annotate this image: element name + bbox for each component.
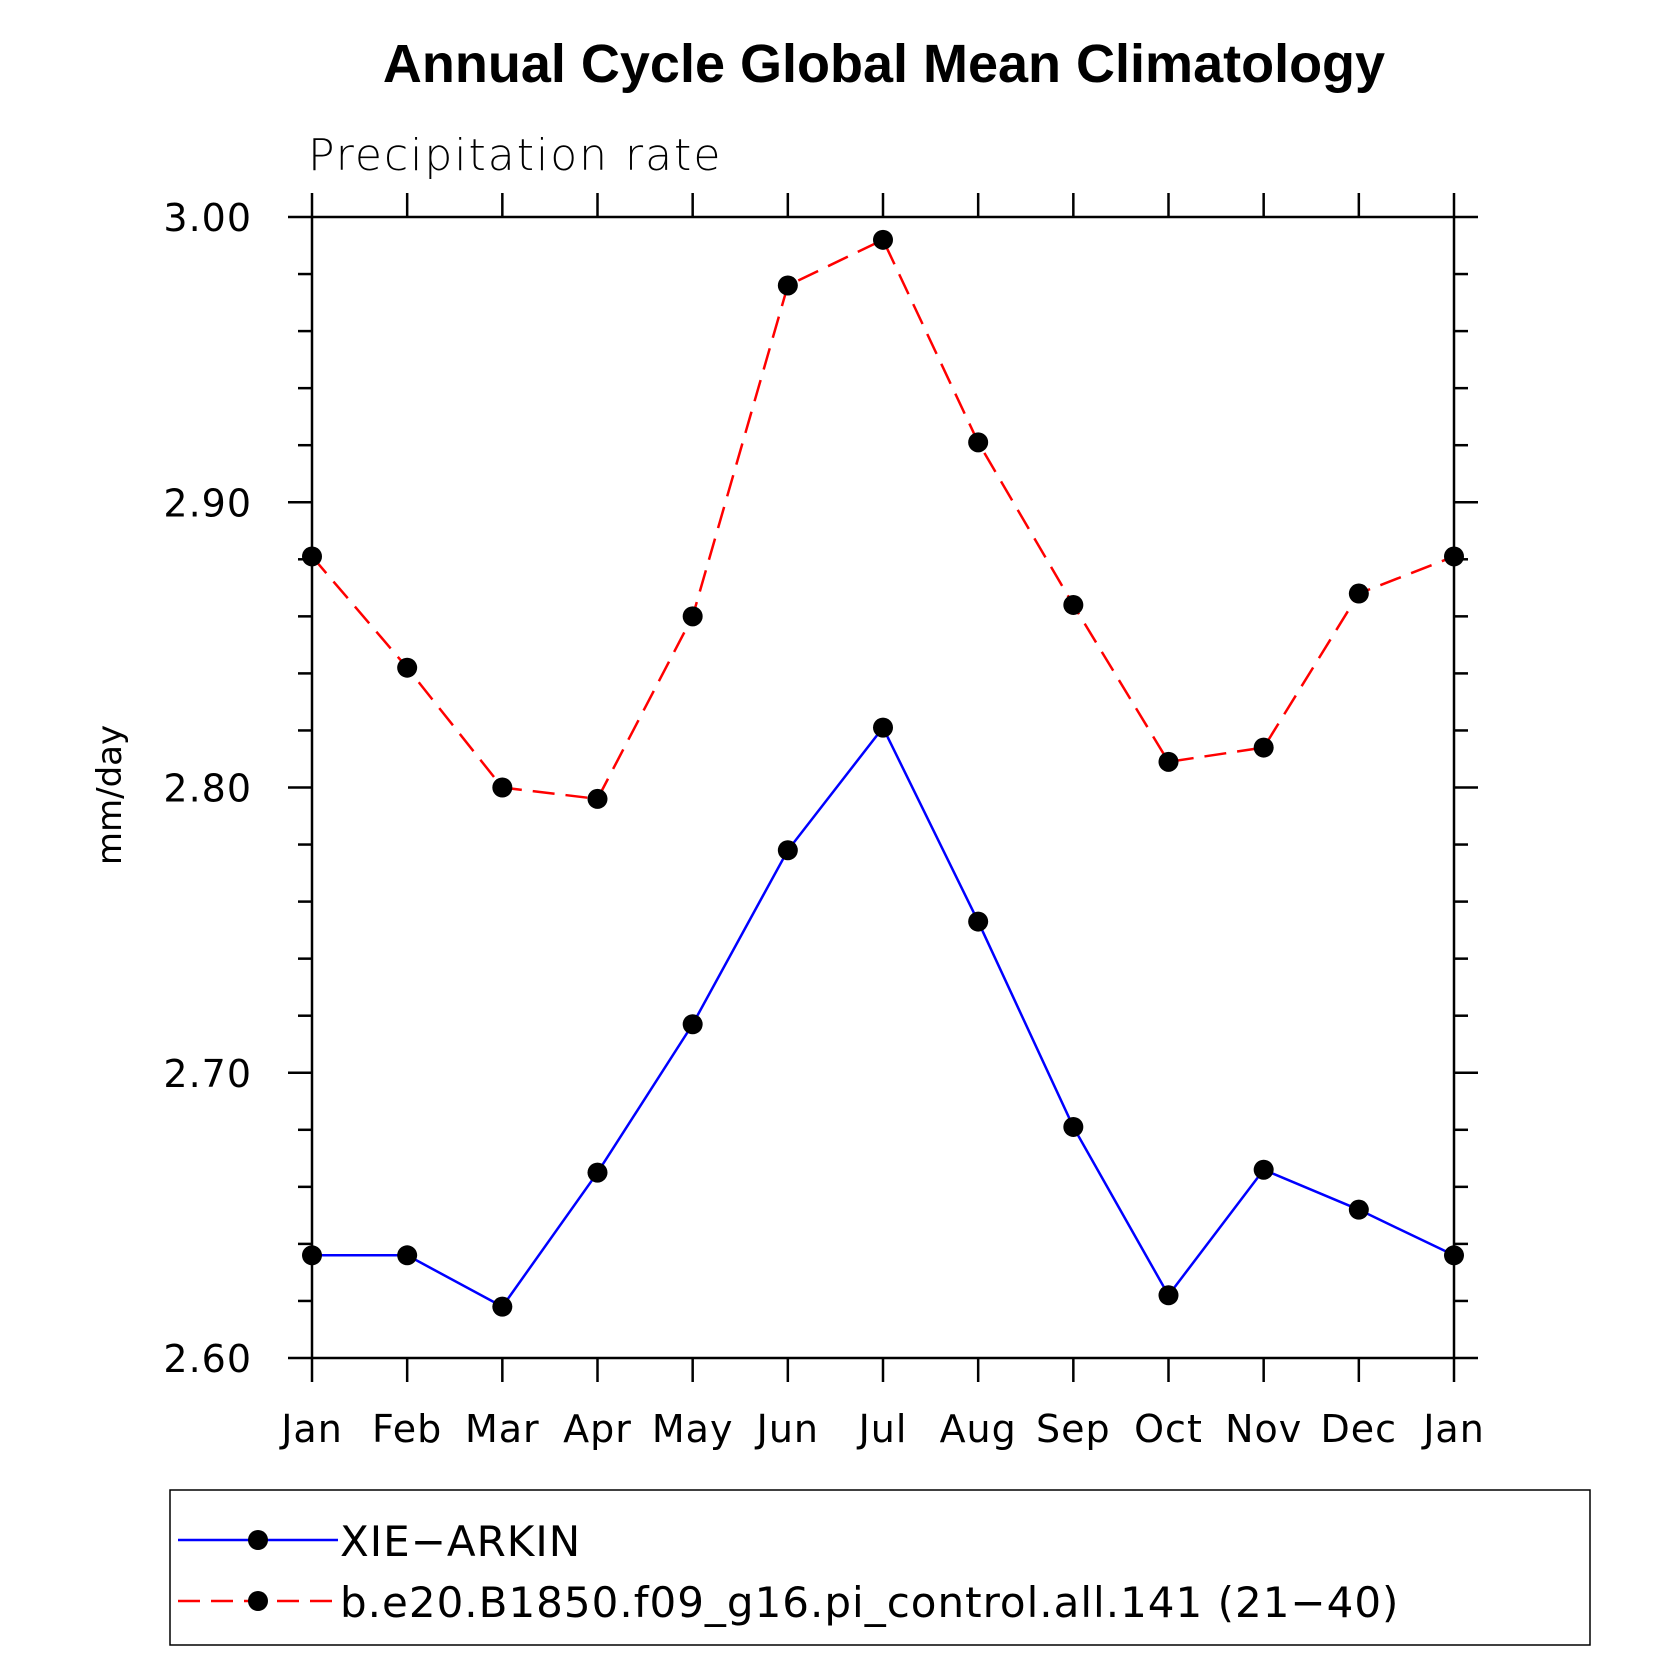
x-tick-label: Jan	[279, 1407, 343, 1451]
series-2-point	[873, 229, 893, 250]
series-1-point	[1348, 1199, 1369, 1220]
series-1-point	[873, 717, 893, 738]
series-2-point	[397, 657, 418, 678]
series-1-point	[1158, 1285, 1179, 1306]
series-1-point	[492, 1296, 513, 1317]
legend-label-1: XIE−ARKIN	[340, 1517, 581, 1566]
x-tick-label: Aug	[940, 1407, 1017, 1451]
x-tick-label: Jan	[1421, 1407, 1485, 1451]
series-1-point	[397, 1245, 418, 1266]
y-tick-label: 2.80	[163, 767, 252, 811]
y-tick-label: 3.00	[163, 196, 252, 240]
chart-subtitle: Precipitation rate	[308, 130, 722, 181]
series-1-point	[587, 1162, 608, 1183]
series-1-point	[1444, 1245, 1464, 1266]
y-tick-label: 2.70	[163, 1052, 252, 1096]
series-2-point	[968, 432, 989, 453]
series-1-point	[682, 1014, 703, 1035]
series-line-1	[312, 725, 1455, 1309]
series-2-point	[1348, 583, 1369, 604]
series-line-2	[311, 238, 1455, 801]
legend-box	[169, 1489, 1591, 1646]
series-layer	[302, 229, 1464, 1317]
series-2-point	[1253, 737, 1274, 758]
series-2-point	[682, 606, 703, 627]
x-tick-label: Nov	[1225, 1407, 1302, 1451]
chart-title: Annual Cycle Global Mean Climatology	[383, 34, 1385, 94]
y-axis-label: mm/day	[90, 725, 130, 865]
x-tick-label: Dec	[1321, 1407, 1398, 1451]
legend: XIE−ARKIN b.e20.B1850.f09_g16.pi_control.…	[178, 1517, 1399, 1627]
axes: Jan Feb Mar Apr May Jun Jul Aug Sep Oct Nov Dec Jan 2…	[163, 193, 1484, 1451]
legend-label-2: b.e20.B1850.f09_g16.pi_control.all.141 (…	[340, 1578, 1399, 1627]
plot-frame	[310, 215, 1456, 1360]
x-tick-label: Mar	[465, 1407, 540, 1451]
x-tick-label: Jun	[755, 1407, 819, 1451]
x-tick-label: Sep	[1036, 1407, 1111, 1451]
x-tick-label: Apr	[563, 1407, 632, 1451]
y-tick-label: 2.60	[163, 1337, 252, 1381]
series-2-point	[1444, 546, 1464, 567]
series-2-point	[587, 788, 608, 809]
series-1-point	[968, 911, 989, 932]
x-tick-label: Jul	[857, 1407, 908, 1451]
series-1-point	[1253, 1159, 1274, 1180]
series-2-point	[302, 546, 322, 567]
x-tick-label: Feb	[372, 1407, 442, 1451]
series-1-point	[1063, 1116, 1084, 1137]
series-1-point	[302, 1245, 322, 1266]
y-tick-label: 2.90	[163, 481, 252, 525]
x-tick-label: Oct	[1134, 1407, 1203, 1451]
series-2-point	[1158, 751, 1179, 772]
series-1-point	[777, 840, 798, 861]
series-2-point	[1063, 594, 1084, 615]
legend-marker-1	[248, 1530, 268, 1550]
x-tick-label: May	[652, 1407, 734, 1451]
series-2-point	[777, 275, 798, 296]
series-2-point	[492, 777, 513, 798]
legend-marker-2	[248, 1591, 268, 1611]
